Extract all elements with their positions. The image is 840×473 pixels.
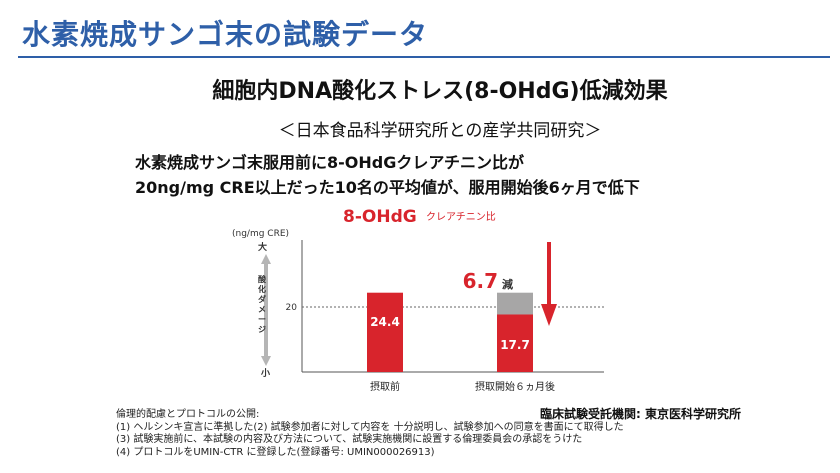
gauge-arrow-up <box>261 254 271 264</box>
headline: 細胞内DNA酸化ストレス(8-OHdG)低減効果 <box>212 79 668 104</box>
bar <box>367 292 403 372</box>
y-top-label: 大 <box>258 241 267 253</box>
description-line: 20ng/mg CRE以上だった10名の平均値が、服用開始後6ヶ月で低下 <box>135 178 640 197</box>
reduction-segment <box>497 292 533 315</box>
y-axis-label: 酸化ダメージ <box>258 274 267 334</box>
title-divider <box>18 56 830 58</box>
chart-title-main: 8-OHdG <box>343 207 417 227</box>
credit: 臨床試験受託機関: 東京医科学研究所 <box>540 407 741 421</box>
chart-title-sub: クレアチニン比 <box>426 211 496 223</box>
reduction-suffix-label: 減 <box>502 277 513 291</box>
decrease-arrow-shaft <box>547 242 551 306</box>
reference-line-label: 20 <box>286 303 298 313</box>
ethics-item: (3) 試験実施前に、本試験の内容及び方法について、試験実施機関に設置する倫理委… <box>116 434 583 445</box>
decrease-arrow-head <box>541 304 557 326</box>
description: 水素焼成サンゴ末服用前に8-OHdGクレアチニン比が 20ng/mg CRE以上… <box>135 150 640 200</box>
bar-value-label: 17.7 <box>500 338 530 352</box>
category-label: 摂取前 <box>370 380 400 393</box>
gauge-shaft <box>264 262 268 358</box>
ethics-notes: 倫理的配慮とプロトコルの公開: (1) ヘルシンキ宣言に準拠した(2) 試験参加… <box>116 409 624 459</box>
ethics-item: (4) プロトコルをUMIN-CTR に登録した(登録番号: UMIN00002… <box>116 446 435 458</box>
reduction-value-label: 6.7 <box>463 269 498 293</box>
category-label: 摂取開始６ヵ月後 <box>475 380 555 393</box>
description-line: 水素焼成サンゴ末服用前に8-OHdGクレアチニン比が <box>135 153 525 172</box>
subhead: ＜日本食品科学研究所との産学共同研究＞ <box>278 121 602 141</box>
unit-label: (ng/mg CRE) <box>232 229 289 239</box>
ethics-title: 倫理的配慮とプロトコルの公開: <box>116 409 260 420</box>
bar <box>497 314 533 372</box>
ethics-item: (1) ヘルシンキ宣言に準拠した(2) 試験参加者に対して内容を 十分説明し、試… <box>116 421 624 433</box>
page-title: 水素焼成サンゴ末の試験データ <box>22 18 429 51</box>
bar-value-label: 24.4 <box>370 315 400 329</box>
y-bottom-label: 小 <box>260 367 270 379</box>
gauge-arrow-down <box>261 356 271 366</box>
